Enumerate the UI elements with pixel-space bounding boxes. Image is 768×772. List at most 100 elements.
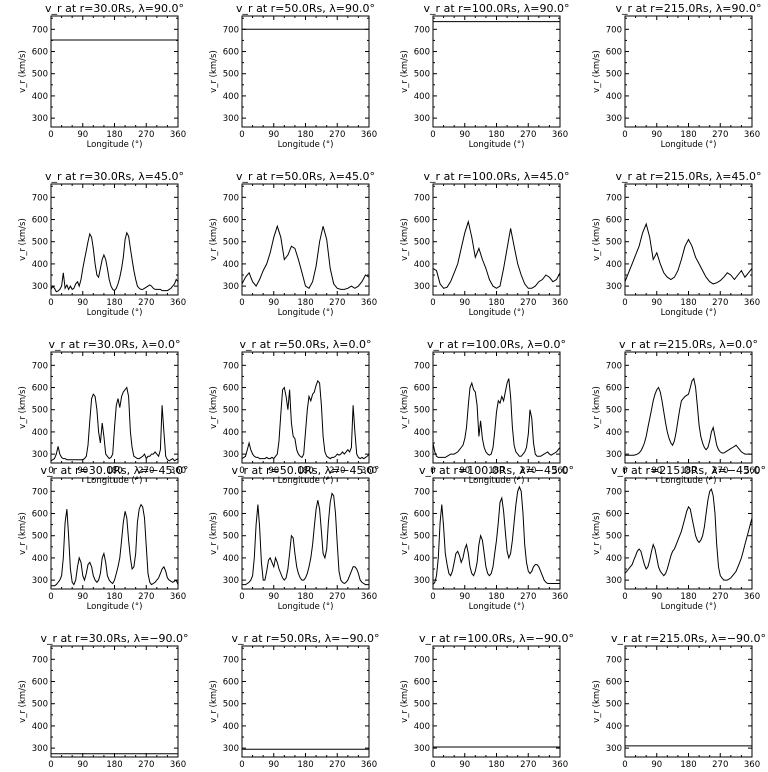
x-tick-label: 360 [744, 592, 760, 602]
x-tick-label: 0 [430, 592, 435, 602]
x-tick-label: 90 [268, 298, 279, 308]
y-tick-label: 500 [606, 700, 622, 710]
x-tick-label: 180 [106, 760, 122, 768]
y-tick-label: 400 [32, 428, 48, 438]
series-line [242, 379, 369, 460]
y-tick-label: 600 [32, 216, 48, 226]
x-tick-label: 360 [744, 298, 760, 308]
plot-frame [432, 351, 561, 464]
y-tick-label: 500 [32, 70, 48, 80]
x-tick-label: 360 [552, 592, 568, 602]
series-line [625, 222, 752, 285]
y-tick-label: 300 [223, 744, 239, 754]
x-tick-label: 360 [552, 760, 568, 768]
y-tick-label: 500 [223, 70, 239, 80]
y-tick-label: 600 [414, 216, 430, 226]
y-tick-label: 600 [223, 216, 239, 226]
panel-title: v_r at r=50.0Rs, λ=0.0° [240, 338, 372, 351]
x-axis-label: Longitude (°) [87, 602, 143, 612]
y-axis-label: v_r (km/s) [209, 386, 219, 429]
x-tick-label: 270 [138, 592, 154, 602]
y-tick-label: 600 [223, 678, 239, 688]
y-axis-label: v_r (km/s) [592, 680, 602, 723]
x-tick-label: 90 [459, 592, 470, 602]
y-axis-label: v_r (km/s) [400, 218, 410, 261]
y-tick-label: 300 [606, 450, 622, 460]
y-axis-label: v_r (km/s) [209, 680, 219, 723]
series-line [433, 378, 560, 458]
y-tick-label: 400 [414, 92, 430, 102]
x-tick-label: 270 [329, 466, 345, 476]
panel-title: v_r at r=100.0Rs, λ=−45.0° [419, 464, 574, 477]
y-tick-label: 600 [223, 48, 239, 58]
x-tick-label: 90 [77, 130, 88, 140]
y-tick-label: 500 [32, 406, 48, 416]
y-tick-label: 500 [606, 532, 622, 542]
y-tick-label: 300 [32, 282, 48, 292]
series-line [625, 377, 752, 456]
panel-title: v_r at r=100.0Rs, λ=45.0° [424, 170, 570, 183]
series-line [242, 492, 369, 586]
x-tick-label: 90 [651, 592, 662, 602]
x-tick-label: 360 [552, 130, 568, 140]
y-tick-label: 500 [606, 238, 622, 248]
panel-title: v_r at r=30.0Rs, λ=0.0° [49, 338, 181, 351]
y-tick-label: 300 [223, 114, 239, 124]
x-tick-label: 0 [239, 130, 244, 140]
y-tick-label: 600 [606, 510, 622, 520]
x-tick-label: 90 [77, 466, 88, 476]
x-tick-label: 0 [622, 592, 627, 602]
x-tick-label: 180 [488, 298, 504, 308]
series-line [51, 386, 178, 462]
y-tick-label: 700 [414, 361, 430, 371]
y-tick-label: 300 [414, 114, 430, 124]
y-tick-label: 400 [32, 92, 48, 102]
x-tick-label: 0 [430, 130, 435, 140]
panel-title: v_r at r=100.0Rs, λ=−90.0° [419, 632, 574, 645]
x-tick-label: 90 [77, 298, 88, 308]
x-tick-label: 360 [744, 130, 760, 140]
y-tick-label: 600 [32, 510, 48, 520]
panel-title: v_r at r=30.0Rs, λ=−45.0° [40, 464, 188, 477]
y-tick-label: 400 [606, 554, 622, 564]
x-axis-label: Longitude (°) [469, 308, 525, 318]
y-tick-label: 700 [32, 361, 48, 371]
x-tick-label: 270 [520, 130, 536, 140]
x-tick-label: 180 [680, 466, 696, 476]
x-tick-label: 180 [488, 760, 504, 768]
x-tick-label: 90 [77, 760, 88, 768]
y-axis-label: v_r (km/s) [209, 218, 219, 261]
y-axis-label: v_r (km/s) [18, 680, 28, 723]
y-tick-label: 400 [32, 722, 48, 732]
x-tick-label: 270 [520, 760, 536, 768]
x-tick-label: 360 [170, 298, 186, 308]
x-axis-label: Longitude (°) [278, 308, 334, 318]
x-tick-label: 360 [170, 130, 186, 140]
x-tick-label: 270 [329, 592, 345, 602]
y-tick-label: 400 [223, 554, 239, 564]
x-tick-label: 90 [651, 466, 662, 476]
x-axis-label: Longitude (°) [661, 602, 717, 612]
x-tick-label: 180 [297, 466, 313, 476]
y-axis-label: v_r (km/s) [400, 50, 410, 93]
x-tick-label: 90 [651, 130, 662, 140]
plot-frame [624, 477, 753, 590]
x-tick-label: 270 [712, 592, 728, 602]
y-axis-label: v_r (km/s) [18, 512, 28, 555]
y-tick-label: 400 [606, 92, 622, 102]
y-tick-label: 700 [606, 193, 622, 203]
x-tick-label: 0 [239, 592, 244, 602]
x-tick-label: 270 [329, 760, 345, 768]
y-tick-label: 300 [606, 744, 622, 754]
y-tick-label: 600 [606, 678, 622, 688]
x-tick-label: 270 [712, 466, 728, 476]
y-tick-label: 300 [223, 450, 239, 460]
y-tick-label: 500 [606, 406, 622, 416]
x-tick-label: 180 [488, 130, 504, 140]
y-tick-label: 600 [223, 384, 239, 394]
x-tick-label: 360 [170, 466, 186, 476]
x-tick-label: 360 [552, 298, 568, 308]
y-tick-label: 500 [32, 700, 48, 710]
